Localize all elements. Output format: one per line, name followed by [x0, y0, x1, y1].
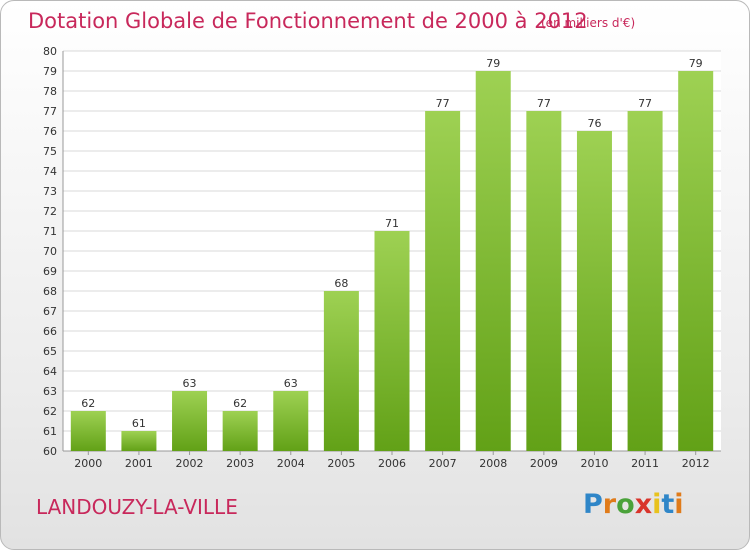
bar-2008	[475, 71, 511, 451]
x-tick-label: 2005	[327, 457, 355, 470]
bar-2005	[323, 291, 359, 451]
chart-title: Dotation Globale de Fonctionnement de 20…	[28, 9, 588, 33]
bar-2002	[172, 391, 208, 451]
bar-2009	[526, 111, 562, 451]
x-tick-label: 2012	[682, 457, 710, 470]
y-tick-label: 70	[43, 245, 57, 258]
y-tick-label: 75	[43, 145, 57, 158]
x-tick-label: 2003	[226, 457, 254, 470]
logo-letter: r	[602, 489, 617, 520]
data-label: 62	[81, 397, 95, 410]
bar-2003	[222, 411, 258, 451]
bar-2011	[627, 111, 663, 451]
y-tick-label: 67	[43, 305, 57, 318]
proxiti-logo: Proxiti	[583, 489, 684, 520]
data-label: 71	[385, 217, 399, 230]
y-tick-label: 71	[43, 225, 57, 238]
data-label: 62	[233, 397, 247, 410]
y-tick-label: 79	[43, 65, 57, 78]
logo-letter: x	[634, 489, 653, 520]
logo-letter: i	[652, 489, 662, 520]
y-tick-label: 64	[43, 365, 57, 378]
x-tick-label: 2009	[530, 457, 558, 470]
y-tick-label: 62	[43, 405, 57, 418]
y-tick-labels: 60 61 62 63 64 65 66 67 68 69 70 71 72 73 74 75 76 77 78 79…	[43, 45, 57, 458]
x-tick-label: 2008	[479, 457, 507, 470]
y-tick-label: 68	[43, 285, 57, 298]
data-label: 79	[689, 57, 703, 70]
logo-letter: o	[616, 489, 635, 520]
y-tick-label: 73	[43, 185, 57, 198]
y-tick-label: 76	[43, 125, 57, 138]
bar-2000	[70, 411, 106, 451]
bar-2001	[121, 431, 157, 451]
y-tick-label: 61	[43, 425, 57, 438]
y-tick-label: 65	[43, 345, 57, 358]
data-label: 68	[334, 277, 348, 290]
x-tick-label: 2001	[125, 457, 153, 470]
logo-letter: t	[661, 489, 675, 520]
y-tick-label: 63	[43, 385, 57, 398]
x-tick-label: 2010	[580, 457, 608, 470]
bar-2010	[576, 131, 612, 451]
data-label: 76	[587, 117, 601, 130]
bar-2004	[273, 391, 309, 451]
bars	[70, 71, 714, 451]
x-tick-label: 2006	[378, 457, 406, 470]
y-tick-label: 77	[43, 105, 57, 118]
y-tick-label: 80	[43, 45, 57, 58]
data-label: 63	[183, 377, 197, 390]
x-tick-label: 2002	[176, 457, 204, 470]
bar-2007	[425, 111, 461, 451]
data-label: 77	[436, 97, 450, 110]
x-tick-label: 2011	[631, 457, 659, 470]
data-label: 79	[486, 57, 500, 70]
y-tick-label: 66	[43, 325, 57, 338]
chart-unit: (en milliers d'€)	[541, 16, 636, 30]
commune-name: LANDOUZY-LA-VILLE	[36, 495, 238, 519]
y-tick-label: 78	[43, 85, 57, 98]
y-tick-label: 60	[43, 445, 57, 458]
x-tick-label: 2007	[429, 457, 457, 470]
data-labels: 62 61 63 62 63 68 71 77 79 77 76 77 79	[81, 57, 702, 430]
data-label: 77	[537, 97, 551, 110]
y-tick-label: 74	[43, 165, 57, 178]
bar-2012	[678, 71, 714, 451]
data-label: 61	[132, 417, 146, 430]
logo-letter: i	[674, 489, 684, 520]
x-tick-labels: 2000 2001 2002 2003 2004 2005 2006 2007 2008 2009…	[74, 457, 709, 470]
bar-2006	[374, 231, 410, 451]
data-label: 77	[638, 97, 652, 110]
y-tick-label: 69	[43, 265, 57, 278]
logo-letter: P	[583, 489, 603, 520]
y-tick-label: 72	[43, 205, 57, 218]
data-label: 63	[284, 377, 298, 390]
x-tick-label: 2004	[277, 457, 305, 470]
x-tick-label: 2000	[74, 457, 102, 470]
